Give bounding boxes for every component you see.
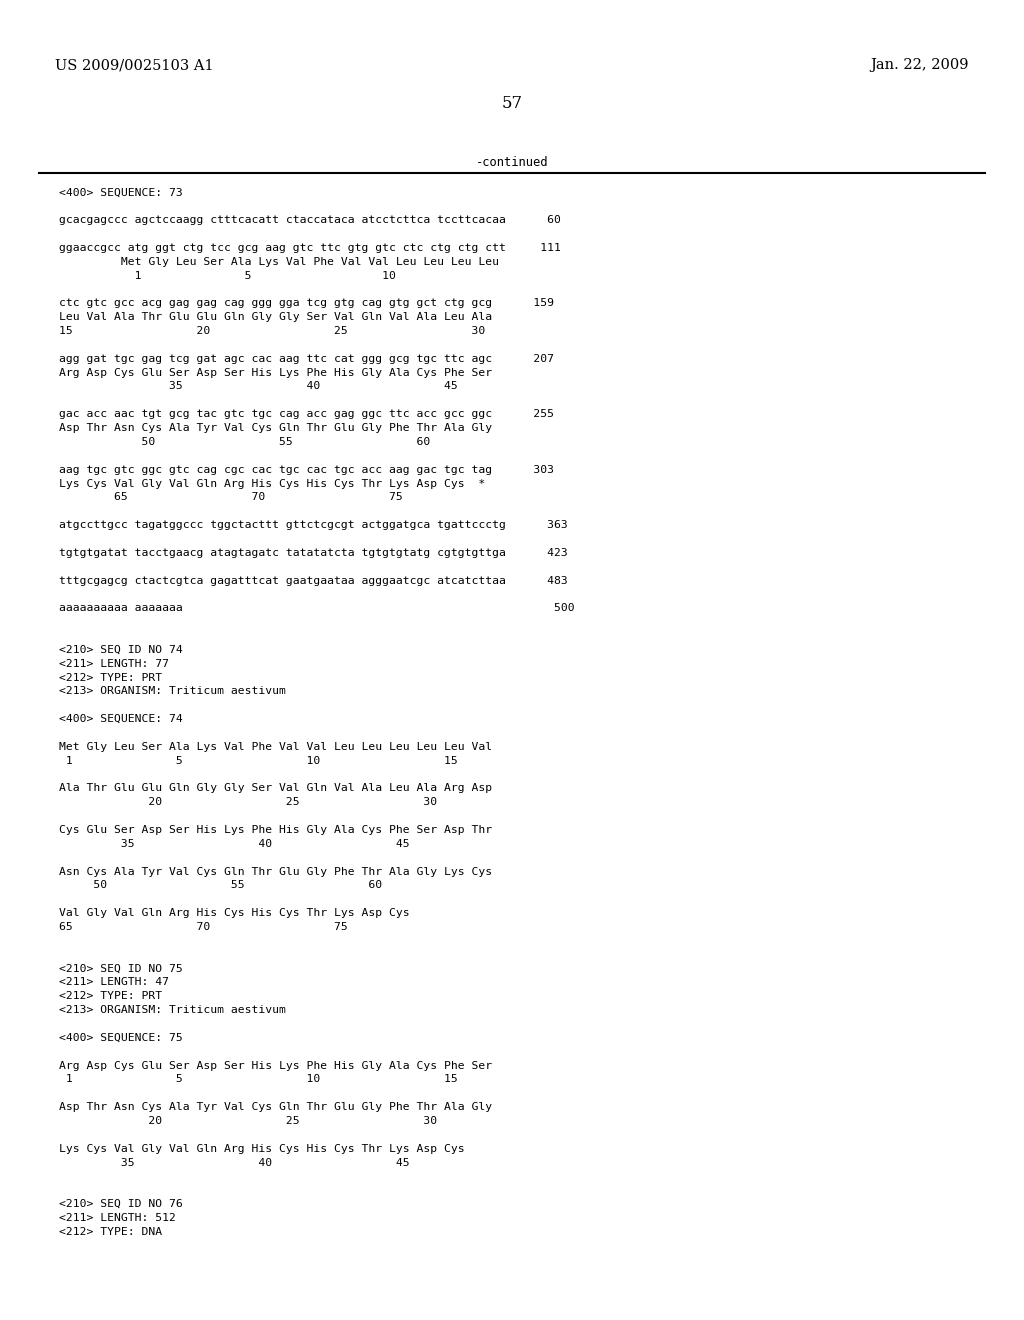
- Text: Leu Val Ala Thr Glu Glu Gln Gly Gly Ser Val Gln Val Ala Leu Ala: Leu Val Ala Thr Glu Glu Gln Gly Gly Ser …: [59, 313, 493, 322]
- Text: Lys Cys Val Gly Val Gln Arg His Cys His Cys Thr Lys Asp Cys  *: Lys Cys Val Gly Val Gln Arg His Cys His …: [59, 479, 485, 488]
- Text: -continued: -continued: [476, 156, 548, 169]
- Text: <213> ORGANISM: Triticum aestivum: <213> ORGANISM: Triticum aestivum: [59, 1006, 287, 1015]
- Text: gcacgagccc agctccaagg ctttcacatt ctaccataca atcctcttca tccttcacaa      60: gcacgagccc agctccaagg ctttcacatt ctaccat…: [59, 215, 561, 226]
- Text: <211> LENGTH: 512: <211> LENGTH: 512: [59, 1213, 176, 1224]
- Text: 50                  55                  60: 50 55 60: [59, 437, 431, 447]
- Text: tgtgtgatat tacctgaacg atagtagatc tatatatcta tgtgtgtatg cgtgtgttga      423: tgtgtgatat tacctgaacg atagtagatc tatatat…: [59, 548, 568, 558]
- Text: 1               5                  10                  15: 1 5 10 15: [59, 755, 458, 766]
- Text: Arg Asp Cys Glu Ser Asp Ser His Lys Phe His Gly Ala Cys Phe Ser: Arg Asp Cys Glu Ser Asp Ser His Lys Phe …: [59, 367, 493, 378]
- Text: Asn Cys Ala Tyr Val Cys Gln Thr Glu Gly Phe Thr Ala Gly Lys Cys: Asn Cys Ala Tyr Val Cys Gln Thr Glu Gly …: [59, 867, 493, 876]
- Text: <211> LENGTH: 47: <211> LENGTH: 47: [59, 977, 169, 987]
- Text: Lys Cys Val Gly Val Gln Arg His Cys His Cys Thr Lys Asp Cys: Lys Cys Val Gly Val Gln Arg His Cys His …: [59, 1143, 465, 1154]
- Text: <210> SEQ ID NO 75: <210> SEQ ID NO 75: [59, 964, 183, 974]
- Text: 15                  20                  25                  30: 15 20 25 30: [59, 326, 485, 337]
- Text: ctc gtc gcc acg gag gag cag ggg gga tcg gtg cag gtg gct ctg gcg      159: ctc gtc gcc acg gag gag cag ggg gga tcg …: [59, 298, 554, 309]
- Text: 20                  25                  30: 20 25 30: [59, 797, 437, 808]
- Text: <212> TYPE: PRT: <212> TYPE: PRT: [59, 673, 163, 682]
- Text: <211> LENGTH: 77: <211> LENGTH: 77: [59, 659, 169, 669]
- Text: <213> ORGANISM: Triticum aestivum: <213> ORGANISM: Triticum aestivum: [59, 686, 287, 697]
- Text: 50                  55                  60: 50 55 60: [59, 880, 383, 891]
- Text: aaaaaaaaaa aaaaaaa                                                      500: aaaaaaaaaa aaaaaaa 500: [59, 603, 575, 614]
- Text: Met Gly Leu Ser Ala Lys Val Phe Val Val Leu Leu Leu Leu: Met Gly Leu Ser Ala Lys Val Phe Val Val …: [59, 256, 500, 267]
- Text: 1               5                  10                  15: 1 5 10 15: [59, 1074, 458, 1085]
- Text: 1               5                   10: 1 5 10: [59, 271, 396, 281]
- Text: <212> TYPE: PRT: <212> TYPE: PRT: [59, 991, 163, 1002]
- Text: Met Gly Leu Ser Ala Lys Val Phe Val Val Leu Leu Leu Leu Leu Val: Met Gly Leu Ser Ala Lys Val Phe Val Val …: [59, 742, 493, 752]
- Text: US 2009/0025103 A1: US 2009/0025103 A1: [55, 58, 214, 73]
- Text: Cys Glu Ser Asp Ser His Lys Phe His Gly Ala Cys Phe Ser Asp Thr: Cys Glu Ser Asp Ser His Lys Phe His Gly …: [59, 825, 493, 836]
- Text: <210> SEQ ID NO 74: <210> SEQ ID NO 74: [59, 645, 183, 655]
- Text: Asp Thr Asn Cys Ala Tyr Val Cys Gln Thr Glu Gly Phe Thr Ala Gly: Asp Thr Asn Cys Ala Tyr Val Cys Gln Thr …: [59, 1102, 493, 1113]
- Text: Arg Asp Cys Glu Ser Asp Ser His Lys Phe His Gly Ala Cys Phe Ser: Arg Asp Cys Glu Ser Asp Ser His Lys Phe …: [59, 1061, 493, 1071]
- Text: agg gat tgc gag tcg gat agc cac aag ttc cat ggg gcg tgc ttc agc      207: agg gat tgc gag tcg gat agc cac aag ttc …: [59, 354, 554, 364]
- Text: <400> SEQUENCE: 75: <400> SEQUENCE: 75: [59, 1034, 183, 1043]
- Text: <212> TYPE: DNA: <212> TYPE: DNA: [59, 1228, 163, 1237]
- Text: Asp Thr Asn Cys Ala Tyr Val Cys Gln Thr Glu Gly Phe Thr Ala Gly: Asp Thr Asn Cys Ala Tyr Val Cys Gln Thr …: [59, 422, 493, 433]
- Text: 57: 57: [502, 95, 522, 112]
- Text: Jan. 22, 2009: Jan. 22, 2009: [870, 58, 969, 73]
- Text: <400> SEQUENCE: 74: <400> SEQUENCE: 74: [59, 714, 183, 725]
- Text: Val Gly Val Gln Arg His Cys His Cys Thr Lys Asp Cys: Val Gly Val Gln Arg His Cys His Cys Thr …: [59, 908, 410, 919]
- Text: 35                  40                  45: 35 40 45: [59, 1158, 410, 1168]
- Text: 65                  70                  75: 65 70 75: [59, 492, 403, 503]
- Text: 35                  40                  45: 35 40 45: [59, 381, 458, 392]
- Text: 20                  25                  30: 20 25 30: [59, 1117, 437, 1126]
- Text: <210> SEQ ID NO 76: <210> SEQ ID NO 76: [59, 1200, 183, 1209]
- Text: aag tgc gtc ggc gtc cag cgc cac tgc cac tgc acc aag gac tgc tag      303: aag tgc gtc ggc gtc cag cgc cac tgc cac …: [59, 465, 554, 475]
- Text: tttgcgagcg ctactcgtca gagatttcat gaatgaataa agggaatcgc atcatcttaa      483: tttgcgagcg ctactcgtca gagatttcat gaatgaa…: [59, 576, 568, 586]
- Text: <400> SEQUENCE: 73: <400> SEQUENCE: 73: [59, 187, 183, 198]
- Text: 35                  40                  45: 35 40 45: [59, 840, 410, 849]
- Text: gac acc aac tgt gcg tac gtc tgc cag acc gag ggc ttc acc gcc ggc      255: gac acc aac tgt gcg tac gtc tgc cag acc …: [59, 409, 554, 420]
- Text: 65                  70                  75: 65 70 75: [59, 921, 348, 932]
- Text: ggaaccgcc atg ggt ctg tcc gcg aag gtc ttc gtg gtc ctc ctg ctg ctt     111: ggaaccgcc atg ggt ctg tcc gcg aag gtc tt…: [59, 243, 561, 253]
- Text: atgccttgcc tagatggccc tggctacttt gttctcgcgt actggatgca tgattccctg      363: atgccttgcc tagatggccc tggctacttt gttctcg…: [59, 520, 568, 531]
- Text: Ala Thr Glu Glu Gln Gly Gly Ser Val Gln Val Ala Leu Ala Arg Asp: Ala Thr Glu Glu Gln Gly Gly Ser Val Gln …: [59, 784, 493, 793]
